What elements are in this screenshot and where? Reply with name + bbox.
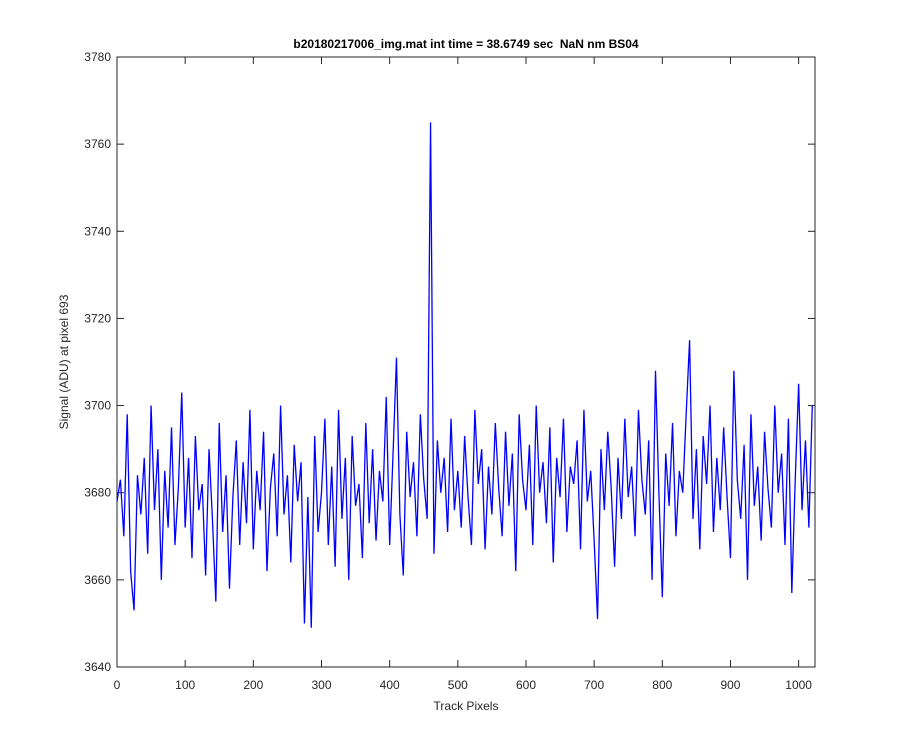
x-tick-label: 100 [175,678,195,692]
x-tick-label: 500 [448,678,468,692]
y-tick-label: 3700 [84,399,111,413]
data-line [116,122,813,628]
chart-title: b20180217006_img.mat int time = 38.6749 … [293,37,639,51]
x-tick-label: 200 [243,678,263,692]
y-tick-label: 3660 [84,573,111,587]
y-tick-label: 3780 [84,50,111,64]
axes-box [116,56,816,668]
y-tick-label: 3640 [84,660,111,674]
y-tick-label: 3720 [84,311,111,325]
y-tick-label: 3740 [84,224,111,238]
x-axis-label: Track Pixels [434,699,499,713]
y-tick-label: 3760 [84,137,111,151]
x-tick-label: 700 [584,678,604,692]
x-tick-label: 1000 [785,678,812,692]
x-tick-label: 300 [311,678,331,692]
y-axis-label: Signal (ADU) at pixel 693 [57,294,71,429]
x-tick-label: 900 [720,678,740,692]
x-tick-label: 600 [516,678,536,692]
x-tick-label: 0 [114,678,121,692]
x-tick-label: 400 [380,678,400,692]
x-tick-label: 800 [652,678,672,692]
y-tick-label: 3680 [84,486,111,500]
